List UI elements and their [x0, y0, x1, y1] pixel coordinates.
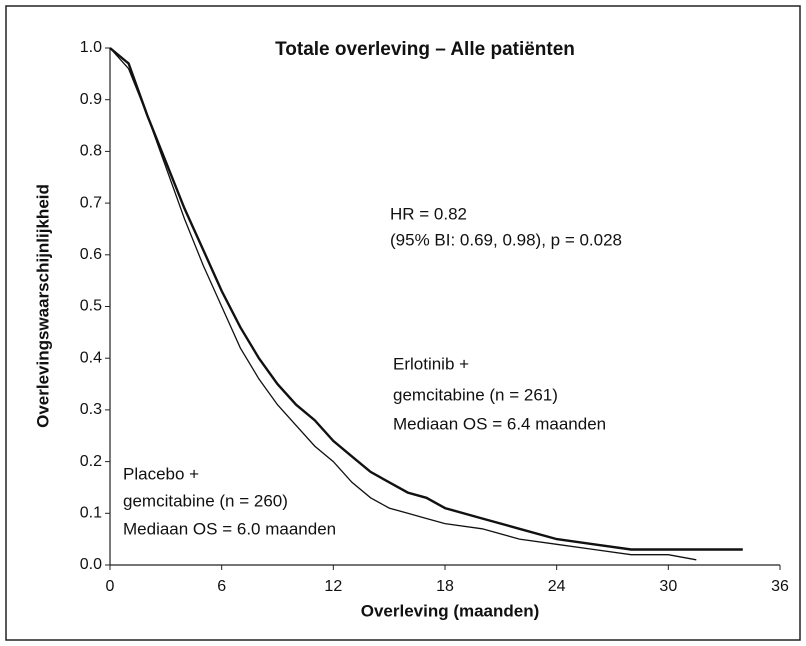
annotation: Mediaan OS = 6.4 maanden — [393, 414, 606, 433]
frame — [5, 5, 801, 641]
annotation: Mediaan OS = 6.0 maanden — [123, 519, 336, 538]
x-tick-label: 36 — [771, 578, 789, 595]
annotation: gemcitabine (n = 261) — [393, 385, 558, 404]
y-tick-label: 0.1 — [80, 505, 102, 522]
y-tick-label: 0.5 — [80, 298, 102, 315]
annotation: Erlotinib + — [393, 354, 469, 373]
y-tick-label: 0.9 — [80, 91, 102, 108]
x-axis-label: Overleving (maanden) — [361, 601, 540, 620]
y-tick-label: 0.8 — [80, 143, 102, 160]
annotation: (95% BI: 0.69, 0.98), p = 0.028 — [390, 230, 622, 249]
chart-title: Totale overleving – Alle patiënten — [275, 39, 575, 60]
y-tick-label: 1.0 — [80, 39, 102, 56]
survival-curve — [109, 47, 743, 551]
survival-curve — [109, 47, 697, 561]
annotation: HR = 0.82 — [390, 204, 467, 223]
x-tick-label: 24 — [548, 578, 566, 595]
x-tick-label: 30 — [659, 578, 677, 595]
annotation: Placebo + — [123, 464, 199, 483]
x-tick-label: 18 — [436, 578, 454, 595]
y-tick-label: 0.3 — [80, 401, 102, 418]
annotation: gemcitabine (n = 260) — [123, 491, 288, 510]
y-tick-label: 0.0 — [80, 556, 102, 573]
y-tick-label: 0.7 — [80, 194, 102, 211]
x-tick-label: 6 — [217, 578, 226, 595]
y-axis-label: Overlevingswaarschijnlijkheid — [33, 184, 52, 428]
y-tick-label: 0.2 — [80, 453, 102, 470]
y-tick-label: 0.4 — [80, 349, 102, 366]
y-tick-label: 0.6 — [80, 246, 102, 263]
x-tick-label: 12 — [324, 578, 342, 595]
x-tick-label: 0 — [106, 578, 115, 595]
